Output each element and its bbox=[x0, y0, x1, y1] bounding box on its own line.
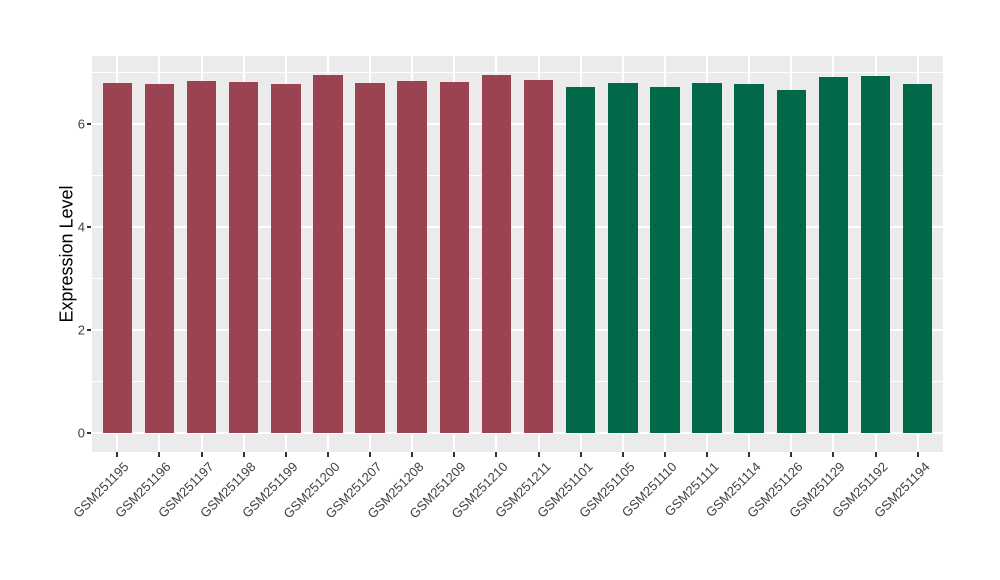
x-tick-mark bbox=[874, 452, 877, 457]
gridline-major-y bbox=[92, 431, 943, 434]
y-tick-label: 0 bbox=[77, 425, 85, 441]
bar bbox=[902, 84, 933, 433]
gridline-minor-y bbox=[92, 381, 943, 383]
plot-panel bbox=[92, 56, 943, 452]
y-tick-label: 4 bbox=[77, 219, 85, 235]
bar bbox=[565, 86, 596, 433]
x-tick-mark bbox=[663, 452, 666, 457]
x-tick-mark bbox=[748, 452, 751, 457]
bar bbox=[481, 75, 512, 433]
bar bbox=[818, 77, 849, 433]
x-tick-mark bbox=[326, 452, 329, 457]
bar bbox=[692, 82, 722, 433]
gridline-major-y bbox=[92, 123, 943, 126]
bar bbox=[523, 79, 554, 433]
x-tick-mark bbox=[200, 452, 203, 457]
gridline-major-y bbox=[92, 329, 943, 332]
bar bbox=[650, 86, 680, 433]
bar bbox=[271, 83, 301, 433]
bar bbox=[776, 89, 807, 433]
bar bbox=[734, 83, 764, 433]
x-tick-mark bbox=[916, 452, 919, 457]
bar bbox=[608, 82, 638, 433]
bar bbox=[144, 84, 175, 433]
x-tick-mark bbox=[621, 452, 624, 457]
bar bbox=[439, 81, 470, 433]
x-tick-mark bbox=[116, 452, 119, 457]
bar bbox=[186, 81, 217, 433]
gridline-major-y bbox=[92, 226, 943, 229]
gridline-minor-y bbox=[92, 278, 943, 280]
gridline-minor-y bbox=[92, 175, 943, 177]
bar bbox=[228, 82, 259, 433]
x-tick-mark bbox=[579, 452, 582, 457]
bar bbox=[397, 80, 427, 433]
bar bbox=[313, 74, 343, 433]
bar bbox=[355, 82, 385, 433]
y-tick-label: 2 bbox=[77, 322, 85, 338]
x-tick-mark bbox=[495, 452, 498, 457]
x-tick-mark bbox=[537, 452, 540, 457]
y-tick-mark bbox=[87, 123, 91, 126]
x-tick-mark bbox=[790, 452, 793, 457]
y-tick-mark bbox=[87, 226, 91, 229]
y-tick-label: 6 bbox=[77, 116, 85, 132]
gridline-minor-y bbox=[92, 72, 943, 74]
x-tick-mark bbox=[832, 452, 835, 457]
x-tick-mark bbox=[284, 452, 287, 457]
x-tick-mark bbox=[411, 452, 414, 457]
x-tick-mark bbox=[453, 452, 456, 457]
bar bbox=[102, 83, 133, 433]
bar bbox=[860, 76, 891, 433]
y-tick-mark bbox=[87, 431, 91, 434]
y-tick-mark bbox=[87, 329, 91, 332]
x-tick-mark bbox=[158, 452, 161, 457]
x-tick-mark bbox=[242, 452, 245, 457]
x-tick-mark bbox=[369, 452, 372, 457]
y-axis-title: Expression Level bbox=[56, 185, 77, 323]
x-tick-mark bbox=[706, 452, 709, 457]
